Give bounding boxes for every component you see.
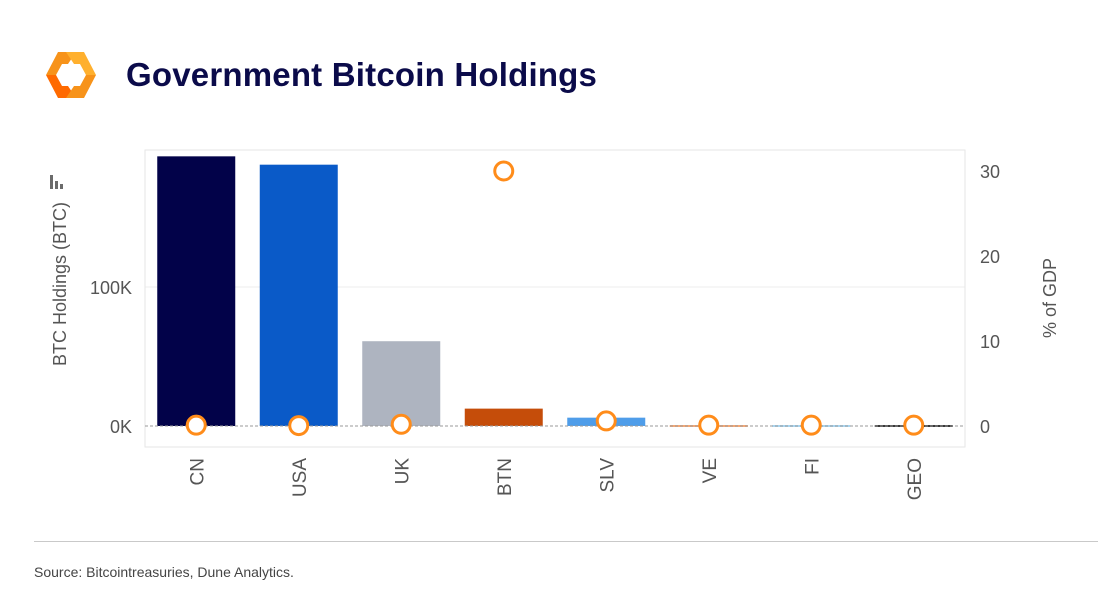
- right-tick-label: 30: [980, 162, 1000, 182]
- gdp-point-usa: [288, 415, 310, 437]
- x-tick-label: BTN: [495, 458, 516, 496]
- x-tick-label: FI: [802, 458, 823, 475]
- left-axis-label: BTC Holdings (BTC): [50, 202, 70, 366]
- combo-chart: 0K 100K 0 10 20 30 CN USA UK BTN SLV VE FI GEO BTC …: [50, 149, 1060, 501]
- gdp-point-ve: [698, 414, 720, 436]
- gdp-point-btn: [493, 160, 515, 182]
- right-tick-label: 0: [980, 417, 990, 437]
- bar-usa: [259, 164, 338, 426]
- left-tick-label: 100K: [90, 278, 132, 298]
- right-tick-label: 20: [980, 247, 1000, 267]
- x-tick-label: SLV: [597, 458, 618, 493]
- gdp-point-cn: [185, 414, 207, 436]
- x-tick-label: USA: [290, 458, 311, 497]
- x-axis-ticks: CN USA UK BTN SLV VE FI GEO: [187, 458, 926, 501]
- gdp-point-fi: [800, 414, 822, 436]
- x-tick-label: CN: [187, 458, 208, 485]
- source-note: Source: Bitcointreasuries, Dune Analytic…: [34, 564, 294, 580]
- gdp-point-geo: [903, 414, 925, 436]
- bar-cn: [157, 156, 236, 426]
- brand-logo-icon: [46, 52, 96, 98]
- page-title: Government Bitcoin Holdings: [126, 56, 598, 93]
- plot-frame: [144, 149, 966, 448]
- gdp-point-slv: [595, 410, 617, 432]
- footer-divider: [34, 541, 1098, 542]
- x-tick-label: GEO: [905, 458, 926, 500]
- x-tick-label: UK: [392, 458, 413, 485]
- right-tick-label: 10: [980, 332, 1000, 352]
- bar-series: [157, 156, 953, 427]
- gdp-point-uk: [390, 413, 412, 435]
- bar-btn: [464, 408, 543, 426]
- bar-uk: [362, 341, 441, 426]
- right-axis-label: % of GDP: [1040, 258, 1060, 338]
- chart-menu-icon[interactable]: [50, 175, 66, 189]
- header: Government Bitcoin Holdings: [36, 40, 597, 110]
- x-tick-label: VE: [700, 458, 721, 483]
- right-axis-ticks: 0 10 20 30: [980, 162, 1000, 437]
- left-axis-ticks: 0K 100K: [90, 278, 132, 437]
- gdp-series: [185, 160, 925, 437]
- left-tick-label: 0K: [110, 417, 132, 437]
